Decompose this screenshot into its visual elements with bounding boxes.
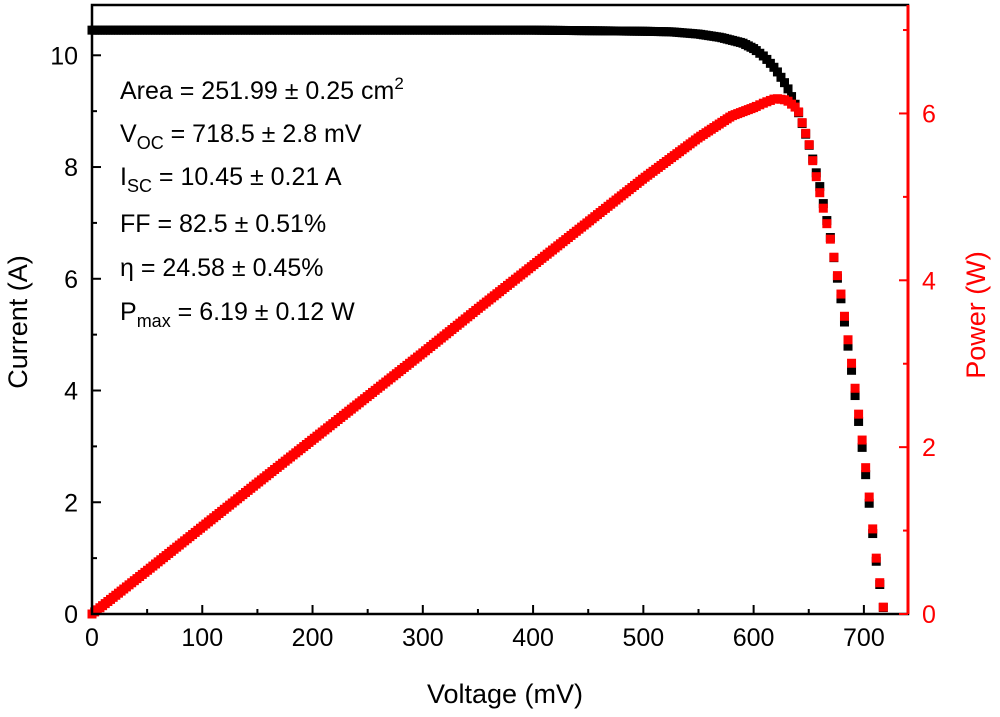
- power-point: [868, 524, 878, 534]
- y-tick-label: 2: [64, 489, 78, 517]
- current-point: [818, 199, 828, 209]
- power-point: [797, 118, 807, 128]
- y2-axis-title: Power (W): [961, 251, 991, 379]
- x-tick-label: 700: [843, 624, 885, 652]
- power-point: [861, 463, 871, 473]
- current-point: [847, 365, 857, 375]
- current-point: [868, 529, 878, 539]
- current-point: [839, 317, 849, 327]
- power-point: [790, 102, 800, 112]
- power-point: [829, 252, 839, 262]
- x-tick-label: 100: [181, 624, 223, 652]
- power-point: [818, 203, 828, 213]
- power-point: [794, 107, 804, 117]
- current-point: [787, 92, 797, 102]
- power-point: [832, 271, 842, 281]
- power-point: [878, 602, 888, 612]
- y-axis-title: Current (A): [3, 255, 33, 389]
- current-series: [87, 25, 888, 613]
- y-tick-label: 4: [64, 378, 78, 406]
- annotation-voc: VOC = 718.5 ± 2.8 mV: [120, 120, 362, 153]
- current-point: [779, 78, 789, 88]
- power-point: [822, 219, 832, 229]
- y-tick-label: 8: [64, 154, 78, 182]
- y-tick-label: 0: [64, 601, 78, 629]
- power-point: [801, 128, 811, 138]
- current-point: [769, 62, 779, 72]
- x-axis-title: Voltage (mV): [427, 679, 583, 709]
- current-point: [836, 294, 846, 304]
- x-tick-label: 300: [402, 624, 444, 652]
- power-point: [854, 409, 864, 419]
- current-point: [783, 84, 793, 94]
- y2-tick-label: 4: [922, 267, 936, 295]
- current-point: [861, 470, 871, 480]
- current-point: [864, 498, 874, 508]
- power-point: [815, 188, 825, 198]
- power-point: [875, 578, 885, 588]
- annotation-block: Area = 251.99 ± 0.25 cm2 VOC = 718.5 ± 2…: [120, 74, 404, 331]
- y-tick-label: 10: [50, 42, 78, 70]
- y2-tick-label: 6: [922, 100, 936, 128]
- x-tick-label: 0: [85, 624, 99, 652]
- y2-tick-label: 2: [922, 434, 936, 462]
- power-point: [839, 311, 849, 321]
- annotation-eta: η = 24.58 ± 0.45%: [120, 254, 323, 282]
- annotation-area: Area = 251.99 ± 0.25 cm2: [120, 74, 404, 105]
- current-point: [776, 72, 786, 82]
- y2-tick-label: 0: [922, 601, 936, 629]
- power-point: [836, 289, 846, 299]
- current-point: [850, 391, 860, 401]
- x-tick-label: 400: [512, 624, 554, 652]
- power-point: [825, 234, 835, 244]
- power-point: [864, 492, 874, 502]
- current-point: [772, 67, 782, 77]
- annotation-isc: ISC = 10.45 ± 0.21 A: [120, 163, 342, 196]
- power-point: [808, 156, 818, 166]
- current-point: [815, 182, 825, 192]
- x-tick-label: 500: [622, 624, 664, 652]
- power-point: [811, 172, 821, 182]
- current-point: [857, 442, 867, 452]
- power-point: [871, 553, 881, 563]
- power-point: [850, 383, 860, 393]
- power-point: [843, 335, 853, 345]
- power-point: [857, 435, 867, 445]
- annotation-pmax: Pmax = 6.19 ± 0.12 W: [120, 298, 355, 331]
- current-point: [854, 416, 864, 426]
- power-point: [847, 358, 857, 368]
- x-tick-label: 200: [292, 624, 334, 652]
- y-tick-label: 6: [64, 266, 78, 294]
- x-tick-label: 600: [733, 624, 775, 652]
- power-series: [87, 94, 888, 619]
- current-point: [843, 341, 853, 351]
- power-point: [804, 140, 814, 150]
- annotation-ff: FF = 82.5 ± 0.51%: [120, 210, 326, 238]
